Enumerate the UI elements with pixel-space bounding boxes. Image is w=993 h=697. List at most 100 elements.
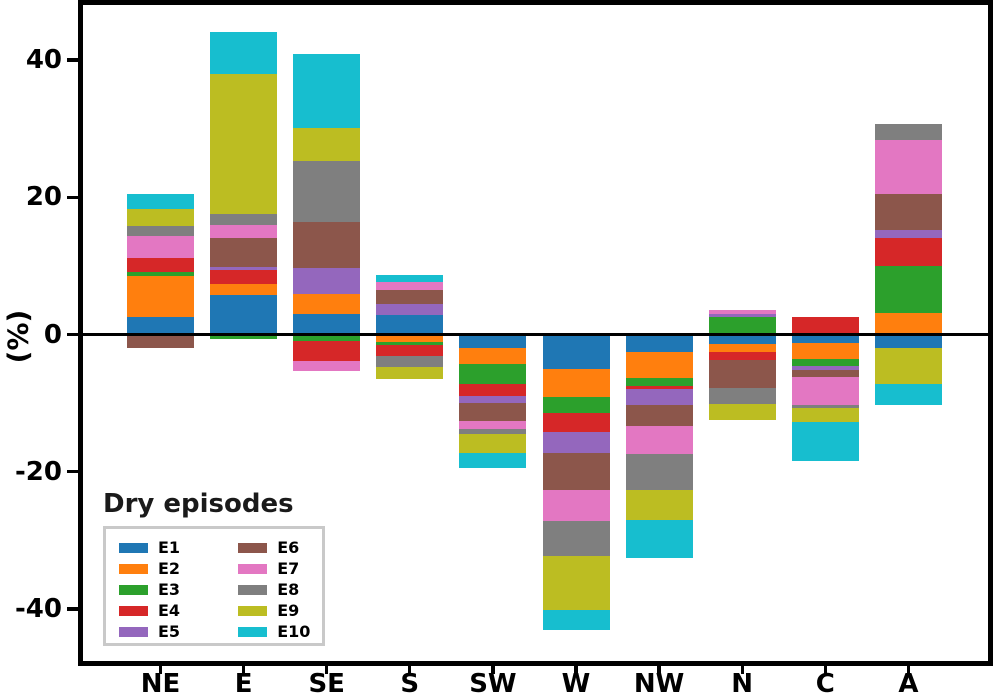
bar-E-E4: [210, 269, 278, 284]
x-tick-mark: [241, 666, 246, 674]
bar-S-E10: [376, 274, 444, 283]
bar-W-E2: [542, 368, 610, 397]
legend-item-E6: E6: [238, 537, 322, 558]
x-tick-mark: [408, 666, 412, 674]
legend-item-E3: E3: [119, 579, 238, 600]
bar-W-E8: [542, 520, 610, 557]
legend-label-E5: E5: [158, 621, 181, 641]
legend-title: Dry episodes: [103, 489, 294, 519]
bar-S-E2: [376, 334, 444, 343]
bar-A-E2: [874, 312, 942, 335]
legend-item-E8: E8: [238, 579, 322, 600]
bar-SE-E9: [293, 127, 361, 161]
bar-A-E9: [874, 348, 942, 384]
bar-E-E2: [210, 283, 278, 296]
bar-SW-E2: [459, 347, 527, 364]
x-tick-label-SE: SE: [308, 669, 345, 697]
legend-item-E2: E2: [119, 558, 238, 579]
bar-NE-E1: [127, 316, 194, 335]
bar-N-E2: [708, 344, 776, 353]
legend-item-E7: E7: [238, 558, 322, 579]
bar-S-E7: [376, 282, 444, 290]
bar-C-E9: [791, 407, 859, 423]
legend-box: E1 E2 E3 E4 E5 E6 E7 E8 E9 E10: [103, 526, 325, 646]
bar-C-E3: [791, 358, 859, 367]
bar-E-E7: [210, 224, 278, 239]
bar-E-E9: [210, 73, 278, 214]
legend-item-E4: E4: [119, 600, 238, 621]
x-tick-mark: [574, 666, 578, 674]
bar-A-E1: [874, 334, 942, 349]
legend-swatch-E2: [119, 563, 148, 574]
x-tick-label-SW: SW: [469, 669, 517, 697]
bar-NW-E6: [625, 404, 693, 427]
x-tick-label-S: S: [400, 669, 420, 697]
bar-NW-E4: [625, 385, 693, 389]
bar-SE-E1: [293, 313, 361, 335]
bar-N-E7: [708, 310, 776, 314]
bar-SW-E7: [459, 420, 527, 430]
bar-NW-E1: [625, 334, 693, 353]
x-tick-label-A: A: [898, 669, 919, 697]
bar-NW-E2: [625, 352, 693, 378]
bar-A-E3: [874, 265, 942, 313]
y-tick-label: -40: [15, 594, 62, 625]
bar-N-E9: [708, 403, 776, 421]
x-tick-label-W: W: [561, 669, 591, 697]
x-tick-label-NE: NE: [140, 669, 181, 697]
bar-SW-E5: [459, 395, 527, 404]
bar-A-E7: [874, 139, 942, 195]
bar-W-E9: [542, 556, 610, 611]
bar-C-E2: [791, 342, 859, 359]
bar-A-E6: [874, 194, 942, 231]
bar-NW-E8: [625, 453, 693, 490]
y-tick-mark: [67, 195, 78, 199]
x-tick-mark: [823, 666, 827, 674]
x-tick-label-N: N: [731, 669, 754, 697]
legend-label-E10: E10: [277, 621, 311, 641]
x-tick-mark: [906, 666, 911, 674]
bar-SE-E7: [293, 361, 361, 371]
bar-E-E10: [210, 31, 278, 74]
bar-C-E5: [791, 366, 859, 370]
bar-N-E8: [708, 388, 776, 404]
bar-SW-E1: [459, 334, 527, 348]
bar-N-E1: [708, 334, 776, 345]
bar-W-E5: [542, 431, 610, 453]
x-tick-mark: [740, 666, 744, 674]
bar-S-E5: [376, 303, 444, 315]
bar-W-E6: [542, 452, 610, 491]
y-axis-label: (%): [1, 309, 35, 364]
bar-S-E9: [376, 367, 444, 380]
legend-column-1: E1 E2 E3 E4 E5: [119, 537, 238, 643]
bar-A-E8: [874, 124, 942, 140]
legend-swatch-E1: [119, 542, 148, 553]
legend-swatch-E6: [238, 542, 268, 553]
bar-NW-E3: [625, 377, 693, 386]
bar-SW-E3: [459, 364, 527, 384]
legend-label-E2: E2: [158, 558, 181, 578]
legend-item-E1: E1: [119, 537, 238, 558]
legend-swatch-E10: [238, 626, 268, 637]
y-tick-label: 40: [25, 44, 62, 75]
bar-N-E5: [708, 313, 776, 318]
bar-S-E1: [376, 314, 444, 335]
legend-item-E5: E5: [119, 621, 238, 642]
bar-SE-E4: [293, 341, 361, 362]
bar-N-E3: [708, 317, 776, 335]
legend-label-E1: E1: [158, 537, 181, 557]
plot-area: [83, 5, 988, 661]
bar-NW-E5: [625, 388, 693, 405]
bar-SW-E10: [459, 452, 527, 468]
x-tick-label-E: E: [234, 669, 253, 697]
bar-NE-E3: [127, 272, 194, 277]
legend-swatch-E8: [238, 584, 268, 595]
bar-NE-E8: [127, 226, 194, 237]
bar-S-E4: [376, 345, 444, 356]
bar-S-E8: [376, 355, 444, 368]
bar-N-E4: [708, 352, 776, 360]
bar-NE-E6: [127, 334, 194, 349]
y-tick-mark: [67, 607, 78, 611]
zero-line: [83, 333, 988, 336]
